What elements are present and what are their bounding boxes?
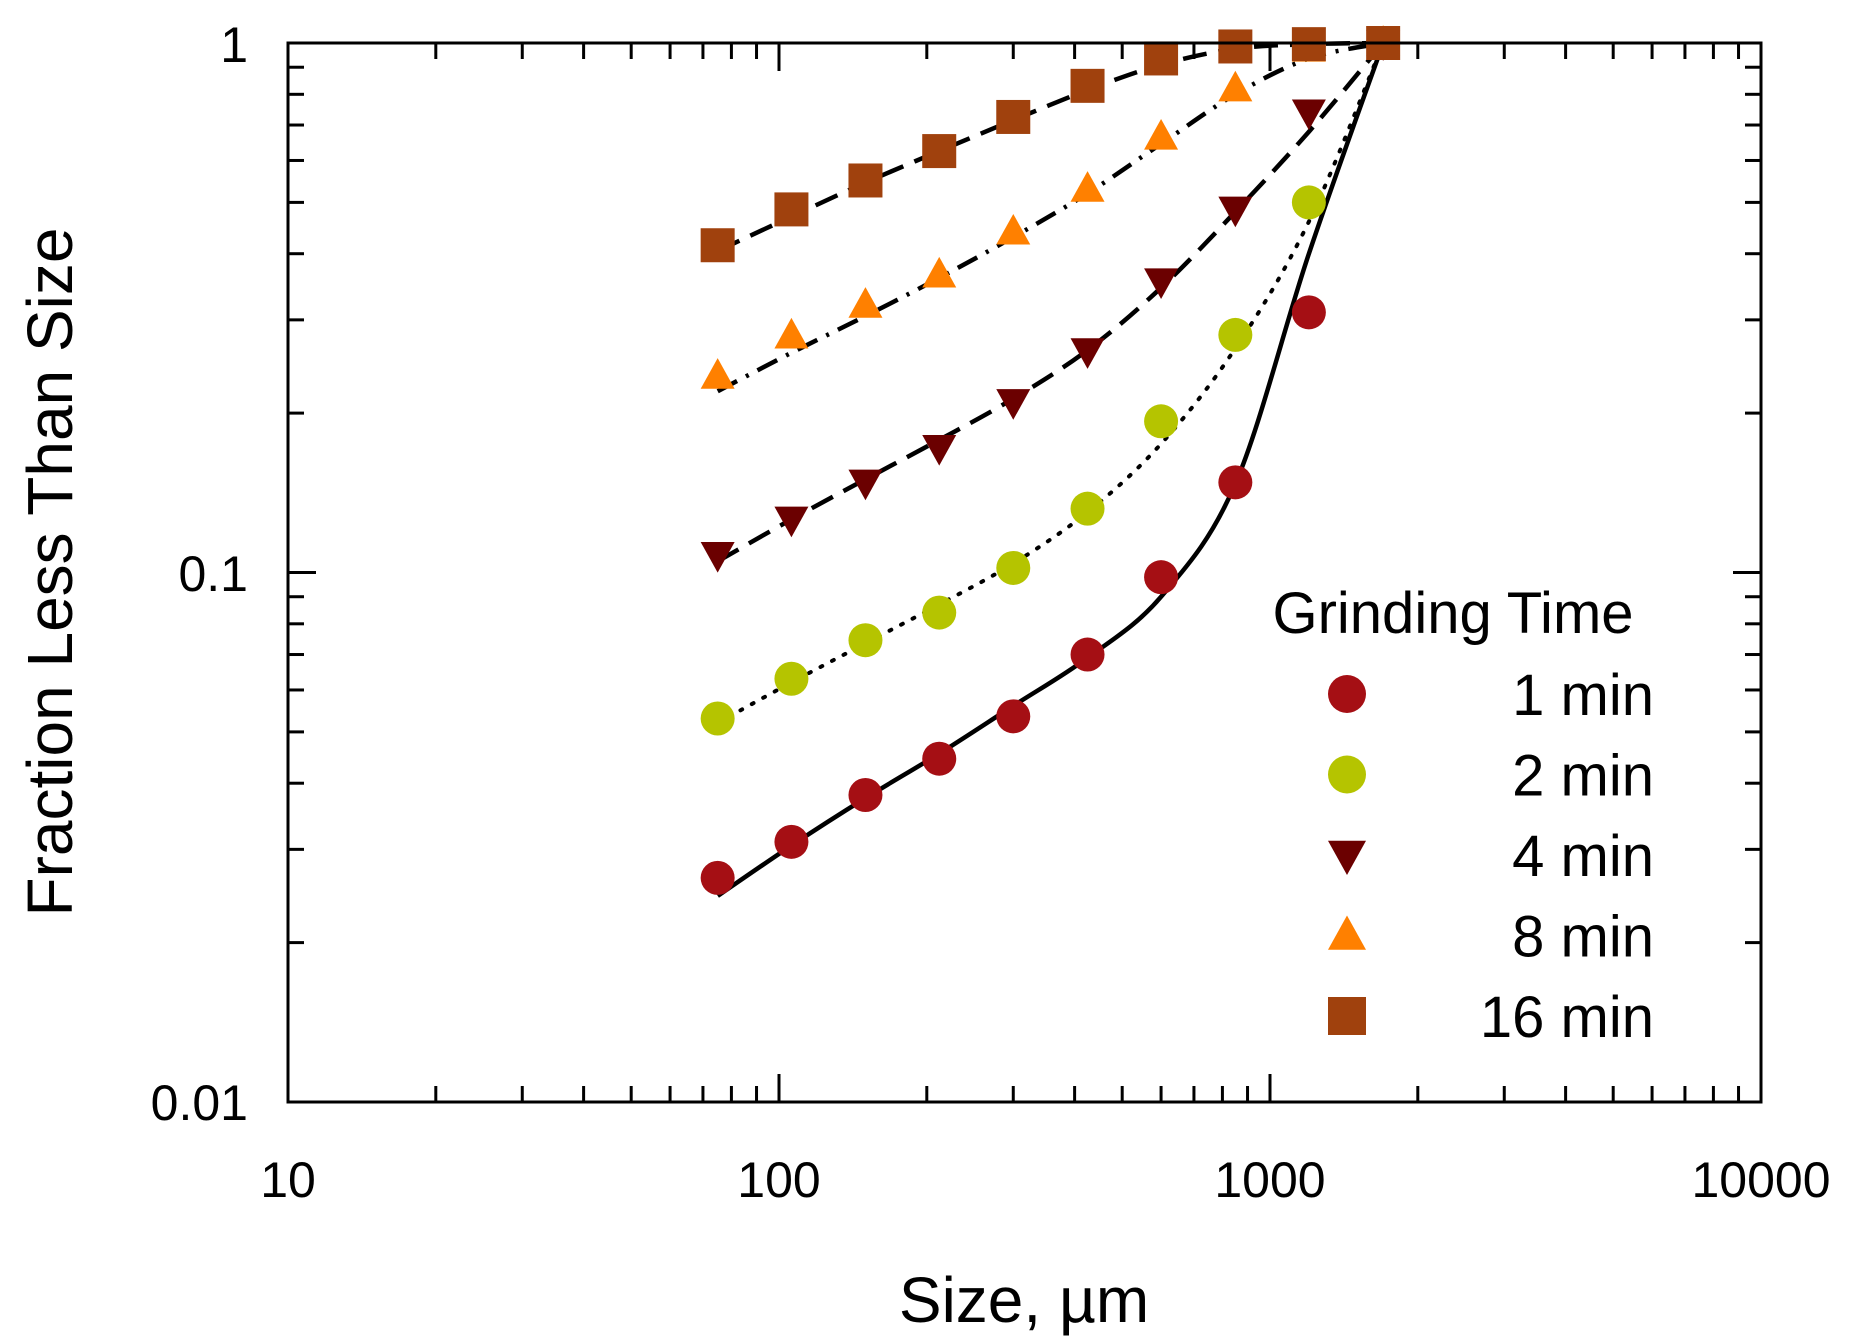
data-point [922,256,957,288]
legend-marker [1328,915,1366,950]
x-tick-label: 100 [737,1152,820,1208]
data-point [1144,41,1179,76]
data-point [700,358,735,389]
data-point [700,542,735,573]
data-point [774,824,809,859]
y-tick-label: 0.01 [151,1075,248,1131]
data-point [848,469,883,501]
legend-marker [1328,840,1366,875]
data-point [774,317,809,349]
data-point [922,435,957,466]
data-point [996,99,1031,134]
data-point [922,595,957,630]
legend-title: Grinding Time [1272,581,1633,646]
data-point [1218,70,1253,102]
data-point [996,699,1031,734]
data-point [848,778,883,813]
data-point [1070,637,1105,672]
plot-frame [286,41,1763,1104]
x-tick-label: 10 [260,1152,316,1208]
data-point [1218,29,1253,64]
data-point [848,163,883,198]
data-point [1144,404,1179,439]
data-point [1070,491,1105,526]
legend-marker [1328,997,1366,1035]
x-tick-label: 10000 [1691,1152,1830,1208]
data-point [774,661,809,696]
legend-label: 8 min [1512,905,1654,970]
fit-curve [716,40,1384,394]
data-point [922,134,957,169]
data-point [774,506,809,538]
data-point [922,741,957,776]
legend-label: 4 min [1512,824,1654,889]
data-point [700,701,735,736]
data-point [1291,99,1326,131]
legend-marker [1328,755,1366,794]
legend-label: 16 min [1480,985,1654,1050]
data-point [996,389,1031,420]
y-axis-title: Fraction Less Than Size [14,228,86,917]
fit-curve [716,41,1385,564]
data-point [774,192,809,227]
data-point [1070,68,1105,103]
data-point [700,860,735,895]
y-tick-label: 1 [220,17,248,73]
legend: Grinding Time 1 min 2 min 4 min 8 min 16 min [1272,581,1654,1050]
data-point [996,213,1031,245]
data-point [848,623,883,658]
data-point [1218,196,1253,228]
fit-curve [716,40,1384,253]
legend-label: 1 min [1512,663,1654,728]
data-point [1144,560,1179,595]
data-point [848,287,883,318]
data-point [996,550,1031,585]
data-point [1144,268,1179,300]
x-tick-label: 1000 [1214,1152,1325,1208]
tick-labels: 10 100 1000 10000 0.01 0.1 1 [151,17,1831,1208]
x-axis-title: Size, µm [899,1264,1149,1336]
data-point [1070,338,1105,369]
data-point [1070,171,1105,202]
data-point [700,228,735,263]
data-point [1291,185,1326,220]
data-point [1218,317,1253,352]
series-1-min [700,26,1401,895]
data-point [1218,465,1253,500]
data-point [1144,118,1179,150]
data-point [1291,295,1326,330]
legend-label: 2 min [1512,744,1654,809]
legend-marker [1328,675,1366,713]
y-tick-label: 0.1 [178,546,248,602]
data-points [700,25,1401,895]
